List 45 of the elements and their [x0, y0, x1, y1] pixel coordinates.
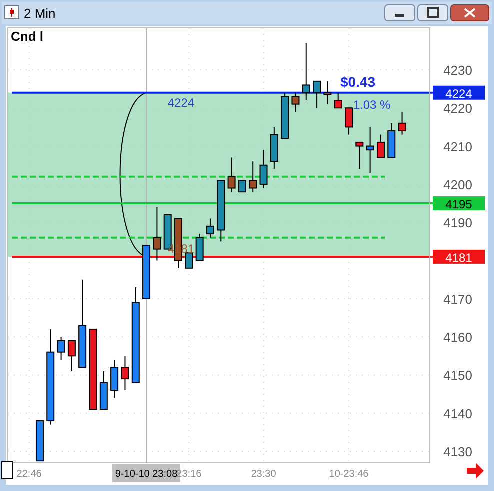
y-tick-label: 4160: [444, 330, 472, 346]
y-tick-label: 4230: [444, 62, 472, 78]
ref-line-label: 4181: [446, 250, 473, 265]
x-tick-label: 22:46: [16, 469, 42, 480]
candlestick: [121, 356, 130, 391]
candlestick: [398, 111, 406, 136]
candlestick: [356, 142, 364, 170]
x-tick-label: 23:30: [251, 469, 277, 480]
candlestick: [345, 108, 354, 136]
candlestick: [324, 80, 332, 105]
x-tick-label: 23:16: [176, 469, 202, 480]
candlestick: [249, 161, 258, 193]
candlestick: [57, 336, 66, 360]
candlestick: [206, 218, 214, 238]
ref-line-label: 4195: [446, 198, 473, 212]
candlestick: [228, 157, 236, 193]
candlestick: [334, 92, 342, 109]
candlestick: [260, 150, 268, 189]
candlestick: [302, 42, 310, 101]
y-tick-label: 4150: [444, 368, 472, 384]
candlestick: [313, 80, 322, 109]
y-tick-label: 4140: [444, 406, 472, 422]
y-tick-label: 4200: [444, 177, 472, 192]
candlestick: [292, 92, 300, 112]
x-tick-label: 9-10-10 23:08: [115, 469, 178, 480]
ref-line-label: 4224: [446, 86, 473, 101]
candlestick: [238, 180, 246, 193]
candlestick: [376, 134, 385, 158]
x-tick-label: 10-23:46: [329, 469, 370, 480]
candlestick: [68, 340, 76, 372]
y-tick-label: 4220: [444, 101, 472, 116]
candlestick: [153, 206, 162, 262]
chart-title: 2 Min: [24, 6, 56, 21]
candlestick: [185, 252, 194, 269]
y-tick-label: 4170: [444, 292, 472, 307]
annotation: Cnd l: [11, 29, 44, 44]
annotation: 4224: [168, 96, 195, 110]
annotation: $0.43: [340, 74, 376, 90]
y-tick-label: 4130: [444, 444, 472, 460]
candlestick: [196, 234, 204, 262]
annotation: 1.03 %: [353, 98, 392, 112]
candlestick: [366, 126, 374, 174]
candlestick: [110, 359, 119, 399]
y-tick-label: 4190: [444, 216, 472, 231]
y-tick-label: 4210: [444, 139, 472, 154]
